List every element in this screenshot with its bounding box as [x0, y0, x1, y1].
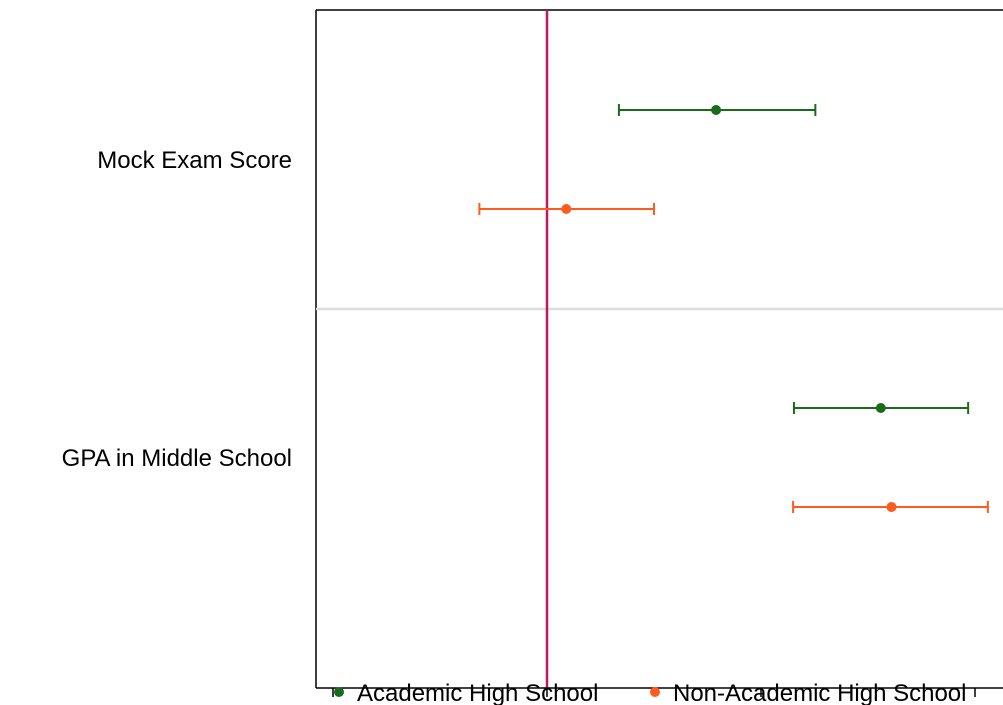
confidence-intervals — [478, 104, 989, 513]
estimate-point — [875, 403, 886, 413]
estimate-point — [711, 105, 722, 115]
x-ticks: -.50.51 — [332, 688, 976, 697]
category-label-mock-exam-score: Mock Exam Score — [97, 147, 292, 174]
estimate-point — [886, 502, 897, 512]
legend-label-non-academic: Non-Academic High School — [673, 680, 966, 705]
legend-marker-non-academic — [650, 687, 660, 697]
estimate-point — [561, 204, 572, 214]
legend: Academic High School Non-Academic High S… — [334, 680, 966, 705]
legend-label-academic: Academic High School — [357, 680, 598, 705]
category-label-gpa-middle-school: GPA in Middle School — [62, 445, 292, 472]
legend-marker-academic — [334, 687, 344, 697]
